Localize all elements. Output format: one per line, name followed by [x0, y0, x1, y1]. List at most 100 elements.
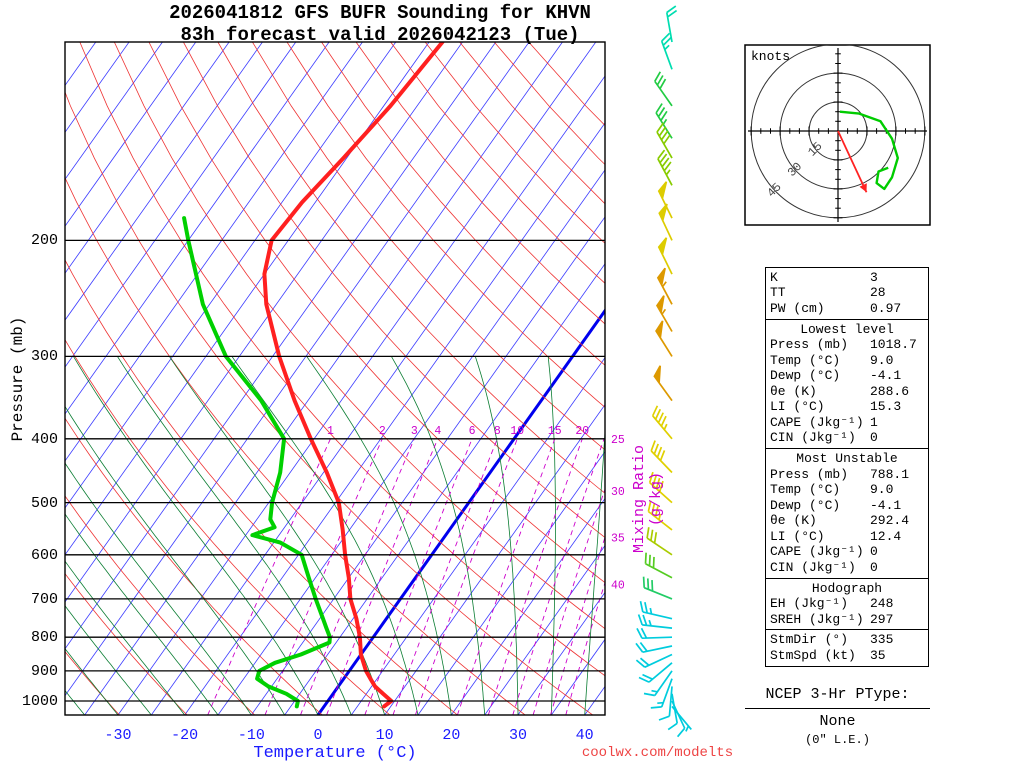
index-value: 0 [870, 430, 878, 445]
moist-adiabats [65, 356, 605, 715]
temperature-tick-label: 20 [442, 727, 461, 744]
indices-section-hodograph: Hodograph EH (Jkg⁻¹) 248 SREH (Jkg⁻¹) 297 Stm… [765, 577, 929, 667]
indices-section-title: Most Unstable [796, 451, 898, 466]
index-label: K [770, 269, 778, 285]
svg-text:4: 4 [434, 425, 441, 438]
hodograph-trace [839, 110, 899, 191]
wind-barb [650, 678, 673, 709]
index-value: 28 [870, 285, 886, 300]
mixing-ratio-value-labels: 1 2 3 4 6 8 10 15 20 25 30 35 40 [327, 425, 625, 593]
index-row: LI (°C) 15.3 [770, 399, 924, 415]
index-value: 248 [870, 596, 894, 611]
temperature-tick-label: 40 [575, 727, 594, 744]
index-value: 0 [870, 559, 878, 575]
wind-barb [657, 149, 673, 186]
indices-section-title: Lowest level [800, 321, 894, 337]
indices-panel: K 3 TT 28 PW (cm) 0.97 Lowest level Press (mb) 1… [765, 266, 929, 667]
mixing-ratio-axis-label: Mixing Ratio (g/kg) [631, 444, 665, 554]
svg-text:40: 40 [611, 579, 625, 592]
wind-barb [655, 320, 673, 357]
svg-text:20: 20 [575, 425, 589, 438]
index-value: 3 [870, 269, 878, 285]
index-label: Press (mb) [770, 466, 849, 482]
index-label: StmDir (°) [770, 632, 849, 647]
pressure-tick-label: 600 [30, 546, 58, 564]
ptype-le-value: (0" L.E.) [805, 733, 870, 747]
index-label: Dewp (°C) [770, 368, 841, 383]
wind-barb [635, 653, 673, 668]
index-row: CIN (Jkg⁻¹) 0 [770, 560, 924, 576]
index-row: Dewp (°C) -4.1 [770, 498, 924, 514]
watermark-link[interactable]: coolwx.com/modelts [581, 745, 734, 761]
index-value: 12.4 [870, 528, 902, 544]
index-value: 292.4 [870, 513, 910, 528]
index-value: -4.1 [870, 497, 902, 513]
ptype-title: NCEP 3-Hr PType: [745, 686, 930, 709]
pressure-tick-label: 1000 [21, 693, 58, 711]
wind-barb [654, 71, 673, 107]
ptype-block: NCEP 3-Hr PType: None (0" L.E.) [745, 686, 930, 747]
pressure-tick-label: 700 [30, 590, 58, 608]
temperature-axis-label: Temperature (°C) [253, 744, 417, 763]
indices-section-lowest-level: Lowest level Press (mb) 1018.7 Temp (°C) 9.0… [765, 318, 929, 450]
index-label: LI (°C) [770, 528, 825, 544]
index-row: Press (mb) 1018.7 [770, 337, 924, 353]
wind-barb [648, 471, 673, 504]
wind-barb [655, 103, 673, 139]
temperature-tick-label: 30 [508, 727, 527, 744]
index-value: 9.0 [870, 352, 894, 368]
wind-barb [637, 614, 673, 629]
ptype-value: None [819, 713, 856, 730]
temperature-tick-label: -10 [237, 727, 265, 744]
svg-text:3: 3 [411, 425, 418, 438]
index-value: 288.6 [870, 383, 910, 399]
index-label: Dewp (°C) [770, 497, 841, 513]
index-label: StmSpd (kt) [770, 647, 856, 663]
wind-barb-column [635, 5, 692, 738]
wind-barb [657, 237, 673, 275]
index-row: Temp (°C) 9.0 [770, 482, 924, 498]
index-value: -4.1 [870, 368, 902, 383]
index-value: 0 [870, 544, 878, 559]
index-label: θe (K) [770, 513, 817, 528]
index-label: SREH (Jkg⁻¹) [770, 611, 864, 627]
index-value: 1018.7 [870, 337, 917, 352]
wind-barb [646, 527, 673, 556]
index-row: Dewp (°C) -4.1 [770, 368, 924, 384]
chart-subtitle: 83h forecast valid 2026042123 (Tue) [180, 24, 580, 46]
plot-border [64, 41, 606, 716]
freezing-isotherm [316, 308, 605, 715]
wind-barb [638, 662, 673, 683]
wind-barb [671, 705, 692, 732]
index-label: CIN (Jkg⁻¹) [770, 430, 856, 445]
index-value: 1 [870, 414, 878, 430]
index-value: 788.1 [870, 466, 910, 482]
index-row: StmSpd (kt) 35 [770, 648, 924, 664]
pressure-tick-label: 200 [30, 232, 58, 250]
indices-section-most-unstable: Most Unstable Press (mb) 788.1 Temp (°C) 9.0… [765, 448, 929, 579]
wind-barb [655, 295, 673, 332]
wind-barb [643, 670, 673, 697]
storm-motion-arrowhead [859, 183, 867, 193]
index-label: EH (Jkg⁻¹) [770, 596, 849, 611]
temperature-tick-label: 10 [375, 727, 394, 744]
index-row: CAPE (Jkg⁻¹) 0 [770, 544, 924, 560]
svg-text:6: 6 [469, 425, 476, 438]
index-label: Temp (°C) [770, 482, 841, 497]
index-value: 35 [870, 647, 886, 663]
wind-barb [660, 32, 673, 70]
index-row: θe (K) 292.4 [770, 513, 924, 529]
wind-barb [650, 440, 673, 474]
hodograph-units-label: knots [751, 49, 791, 64]
svg-text:25: 25 [611, 434, 625, 447]
dewpoint-curve [182, 216, 332, 709]
indices-section-title: Hodograph [811, 580, 883, 596]
wind-barb [635, 641, 673, 654]
pressure-tick-label: 500 [30, 494, 58, 512]
temperature-tick-label: 0 [313, 727, 323, 744]
mixing-ratio-lines [207, 438, 605, 715]
pressure-tick-label: 800 [30, 629, 58, 647]
index-value: 297 [870, 611, 894, 627]
